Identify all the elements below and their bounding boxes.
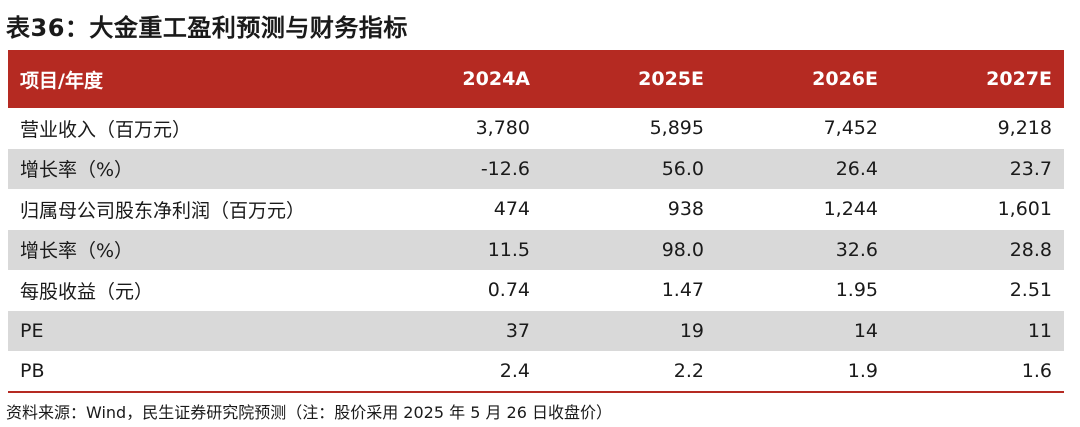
cell-value: 1.9 [847,360,878,383]
cell-value: 26.4 [835,157,878,180]
header-year-2025e: 2025E [638,68,704,90]
cell-value: 2.2 [673,360,704,383]
row-label: 增长率（%） [20,159,134,182]
cell-value: 0.74 [487,279,530,302]
header-year-2026e: 2026E [812,68,878,90]
cell-value: 37 [505,319,530,342]
header-year-2027e: 2027E [986,68,1052,90]
cell-value: 98.0 [661,238,704,261]
cell-value: 11 [1027,319,1052,342]
cell-value: 1.95 [835,279,878,302]
row-label: 每股收益（元） [20,280,154,303]
cell-value: 474 [493,198,530,221]
table-header-row: 项目/年度 2024A 2025E 2026E 2027E [8,50,1064,108]
table-row-net-profit: 归属母公司股东净利润（百万元） 474 938 1,244 1,601 [8,189,1064,230]
table-title: 表36：大金重工盈利预测与财务指标 [6,14,408,42]
cell-value: 9,218 [997,117,1052,140]
header-label: 项目/年度 [20,69,103,92]
cell-value: 2.51 [1009,279,1052,302]
row-label: PE [20,319,44,342]
financial-forecast-table: 项目/年度 2024A 2025E 2026E 2027E 营业收入（百万元） … [8,50,1064,392]
cell-value: 11.5 [487,238,530,261]
source-note: 资料来源：Wind，民生证券研究院预测（注：股价采用 2025 年 5 月 26… [6,403,612,422]
cell-value: 2.4 [499,360,530,383]
cell-value: 56.0 [661,157,704,180]
cell-value: 1,244 [823,198,878,221]
cell-value: 7,452 [823,117,878,140]
row-label: 增长率（%） [20,240,134,263]
cell-value: 19 [679,319,704,342]
cell-value: 32.6 [835,238,878,261]
row-label: 归属母公司股东净利润（百万元） [20,199,306,222]
cell-value: 1.47 [661,279,704,302]
table-row-revenue-growth: 增长率（%） -12.6 56.0 26.4 23.7 [8,148,1064,189]
cell-value: 5,895 [649,117,704,140]
row-label: 营业收入（百万元） [20,118,192,141]
cell-value: 23.7 [1009,157,1052,180]
cell-value: 938 [667,198,704,221]
table-row-revenue: 营业收入（百万元） 3,780 5,895 7,452 9,218 [8,108,1064,149]
cell-value: 14 [853,319,878,342]
cell-value: 3,780 [475,117,530,140]
table-row-pb: PB 2.4 2.2 1.9 1.6 [8,351,1064,392]
table-bottom-rule [8,391,1064,393]
table-row-profit-growth: 增长率（%） 11.5 98.0 32.6 28.8 [8,229,1064,270]
table-row-eps: 每股收益（元） 0.74 1.47 1.95 2.51 [8,270,1064,311]
cell-value: 28.8 [1009,238,1052,261]
header-year-2024a: 2024A [462,68,530,90]
cell-value: -12.6 [480,157,530,180]
row-label: PB [20,360,45,383]
cell-value: 1.6 [1021,360,1052,383]
cell-value: 1,601 [997,198,1052,221]
table-row-pe: PE 37 19 14 11 [8,310,1064,351]
